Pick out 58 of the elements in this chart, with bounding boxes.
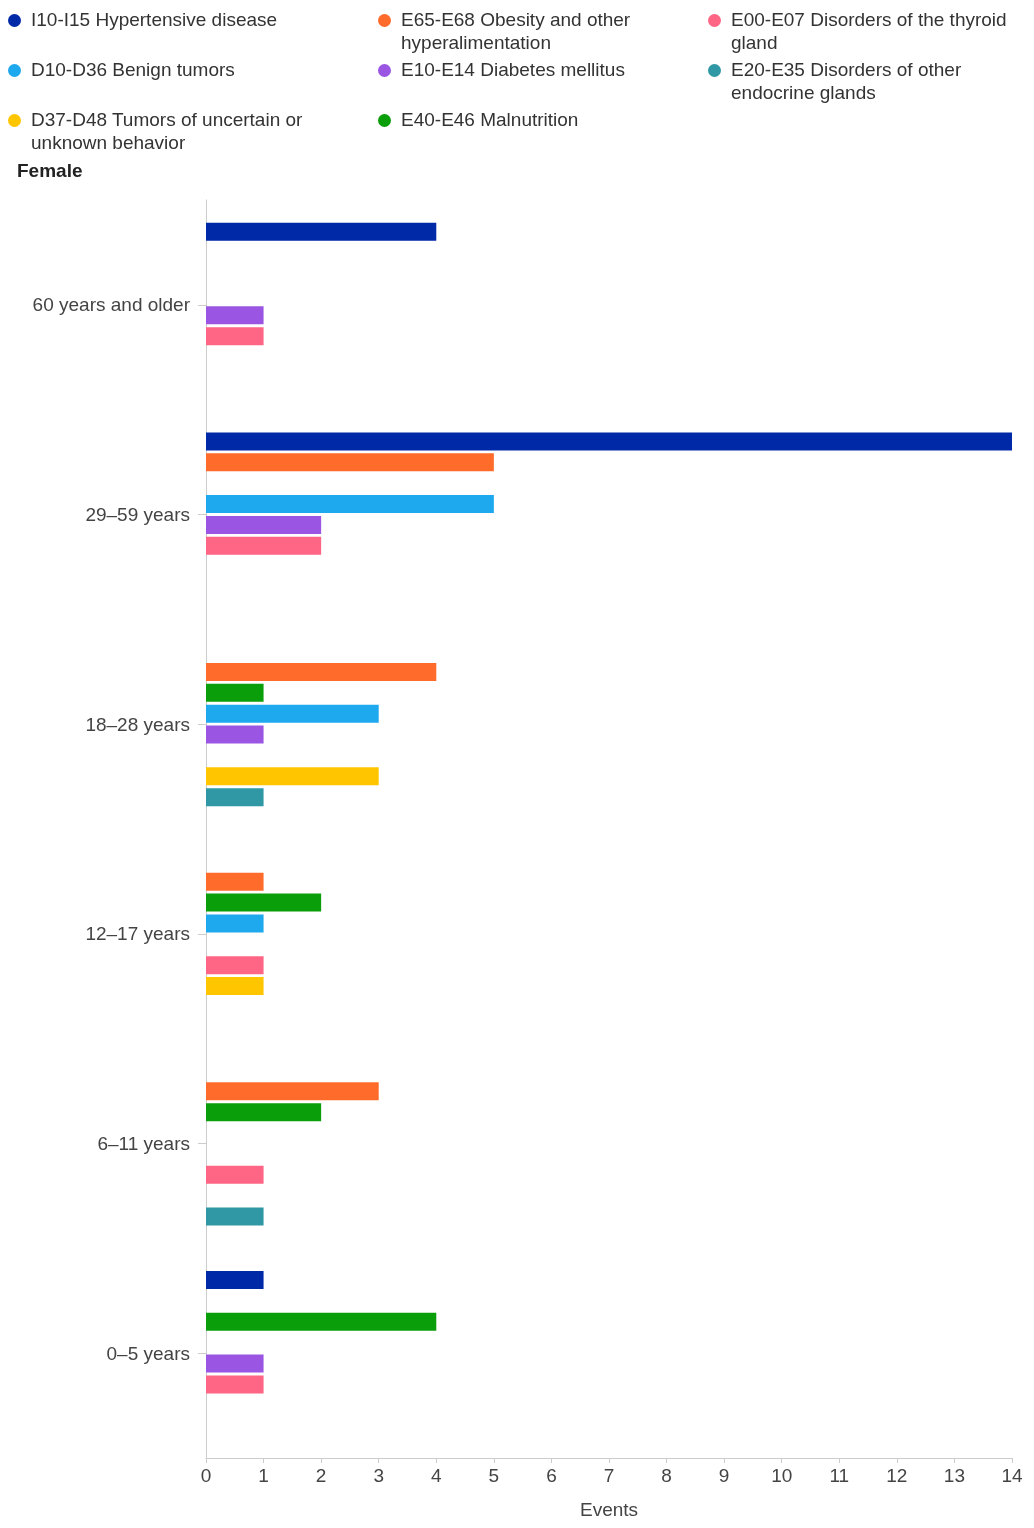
bar (206, 1165, 264, 1184)
bar (206, 767, 379, 786)
x-tick-label: 1 (258, 1465, 269, 1486)
x-tick-label: 11 (829, 1465, 850, 1486)
bar (206, 453, 494, 472)
y-tick-label: 0–5 years (106, 1342, 190, 1364)
bar (206, 683, 264, 702)
x-tick-label: 7 (603, 1465, 615, 1486)
legend-label: E40-E46 Malnutrition (401, 108, 579, 131)
y-tick-label: 60 years and older (32, 294, 191, 316)
bar (206, 914, 264, 933)
bar (206, 306, 264, 325)
bar (206, 1082, 379, 1101)
x-tick-label: 12 (886, 1465, 908, 1486)
x-axis-title: Events (579, 1499, 639, 1520)
bar (206, 1271, 264, 1290)
x-tick-label: 10 (771, 1465, 793, 1486)
y-tick-label: 18–28 years (85, 713, 190, 735)
legend-label: E10-E14 Diabetes mellitus (401, 58, 625, 81)
y-tick-label: 29–59 years (85, 504, 190, 525)
bar (206, 893, 322, 912)
bar (206, 1312, 437, 1331)
bar (206, 536, 322, 555)
bar (206, 1103, 322, 1122)
y-tick-label: 12–17 years (85, 923, 190, 945)
legend-label: I10-I15 Hypertensive disease (31, 8, 278, 31)
legend-label: E65-E68 Obesity and other hyperalimentation (401, 8, 632, 54)
x-tick-label: 2 (315, 1465, 327, 1486)
bar (206, 704, 379, 723)
x-tick-label: 6 (546, 1465, 557, 1486)
y-tick-label: 6–11 years (97, 1133, 190, 1154)
x-tick-label: 9 (718, 1465, 730, 1486)
bar (206, 1207, 264, 1226)
bar (206, 222, 437, 241)
legend-label: D37-D48 Tumors of uncertain or unknown behavior (31, 108, 304, 154)
legend-label: E20-E35 Disorders of other endocrine glands (731, 58, 963, 104)
x-tick-label: 4 (431, 1465, 442, 1486)
x-tick-label: 5 (488, 1465, 500, 1486)
bar (206, 956, 264, 975)
bar (206, 432, 1012, 451)
bar (206, 725, 264, 744)
x-tick-label: 0 (200, 1465, 212, 1486)
bar (206, 662, 437, 681)
bar (206, 872, 264, 891)
x-tick-label: 14 (1001, 1465, 1023, 1486)
bar (206, 327, 264, 346)
bar (206, 977, 264, 996)
x-tick-label: 3 (373, 1465, 384, 1486)
legend-label: D10-D36 Benign tumors (31, 58, 235, 81)
bar (206, 495, 494, 514)
bar (206, 1354, 264, 1373)
x-tick-label: 8 (661, 1465, 672, 1486)
text: Female (17, 160, 83, 181)
bar (206, 1375, 264, 1394)
bar (206, 788, 264, 807)
x-tick-label: 13 (943, 1465, 965, 1486)
legend-label: E00-E07 Disorders of the thyroid gland (731, 8, 1008, 54)
bar (206, 515, 322, 534)
